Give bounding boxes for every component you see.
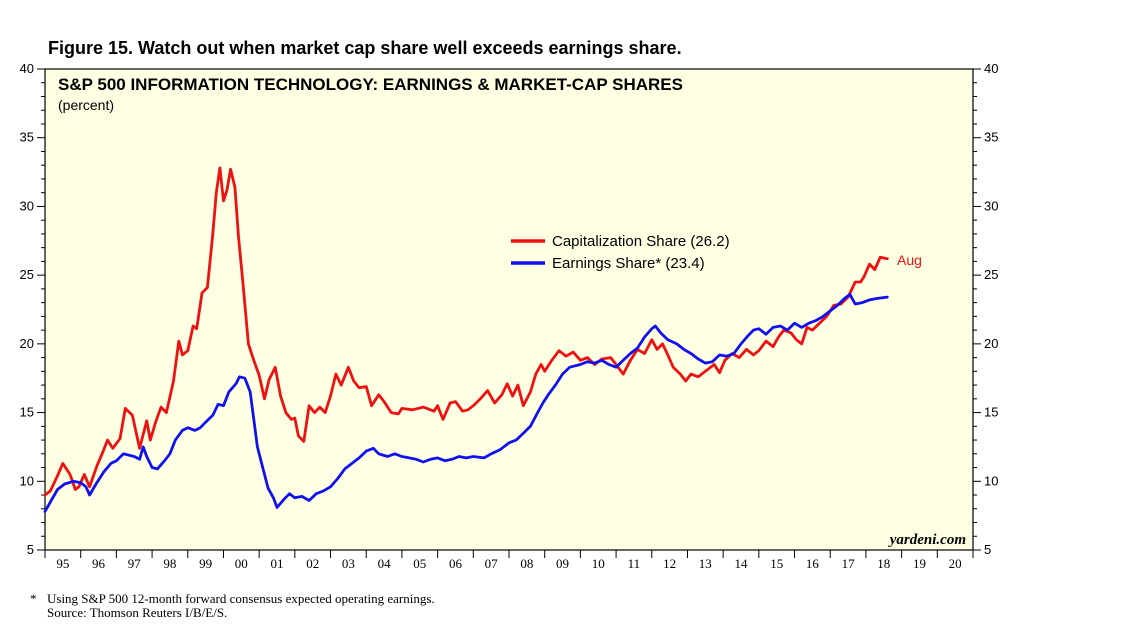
x-tick-label: 04 bbox=[378, 556, 392, 571]
y-tick-label-left: 30 bbox=[20, 198, 34, 213]
chart-title: S&P 500 INFORMATION TECHNOLOGY: EARNINGS… bbox=[58, 75, 683, 94]
x-tick-label: 15 bbox=[770, 556, 783, 571]
y-tick-label-right: 25 bbox=[984, 267, 998, 282]
footnote-text: Using S&P 500 12-month forward consensus… bbox=[47, 591, 435, 606]
x-tick-label: 12 bbox=[663, 556, 676, 571]
y-axis-right: 5 10 15 20 25 30 35 40 bbox=[973, 61, 998, 557]
series-line-capitalization-share bbox=[43, 166, 889, 497]
y-tick-label-left: 10 bbox=[20, 473, 34, 488]
y-tick-label-left: 25 bbox=[20, 267, 34, 282]
x-tick-label: 19 bbox=[913, 556, 926, 571]
end-label-aug: Aug bbox=[897, 252, 922, 268]
y-tick-label-left: 35 bbox=[20, 130, 34, 145]
chart-subtitle: (percent) bbox=[58, 97, 114, 113]
x-tick-label: 06 bbox=[449, 556, 463, 571]
y-tick-label-right: 10 bbox=[984, 473, 998, 488]
footnote: * Using S&P 500 12-month forward consensu… bbox=[30, 592, 435, 620]
x-tick-label: 99 bbox=[199, 556, 212, 571]
x-tick-label: 03 bbox=[342, 556, 355, 571]
x-tick-label: 05 bbox=[413, 556, 426, 571]
y-tick-label-right: 35 bbox=[984, 130, 998, 145]
y-tick-label-left: 40 bbox=[20, 61, 34, 76]
y-tick-label-right: 5 bbox=[984, 542, 991, 557]
x-tick-label: 14 bbox=[735, 556, 749, 571]
figure-title: Figure 15. Watch out when market cap sha… bbox=[48, 38, 682, 58]
footnote-line-2: Source: Thomson Reuters I/B/E/S. bbox=[30, 606, 435, 620]
y-tick-label-right: 30 bbox=[984, 198, 998, 213]
x-tick-label: 20 bbox=[949, 556, 962, 571]
footnote-line-1: * Using S&P 500 12-month forward consensu… bbox=[30, 592, 435, 606]
x-tick-label: 11 bbox=[628, 556, 641, 571]
y-axis-left: 5 10 15 20 25 30 35 40 bbox=[20, 61, 45, 557]
y-tick-label-right: 40 bbox=[984, 61, 998, 76]
x-tick-label: 00 bbox=[235, 556, 248, 571]
x-tick-label: 09 bbox=[556, 556, 569, 571]
x-tick-label: 97 bbox=[128, 556, 142, 571]
series-group bbox=[43, 166, 889, 513]
x-tick-label: 17 bbox=[842, 556, 856, 571]
legend-label-earnings: Earnings Share* (23.4) bbox=[552, 255, 705, 272]
y-tick-label-left: 5 bbox=[27, 542, 34, 557]
x-tick-label: 16 bbox=[806, 556, 820, 571]
y-tick-label-right: 15 bbox=[984, 405, 998, 420]
x-tick-label: 95 bbox=[56, 556, 69, 571]
x-tick-label: 96 bbox=[92, 556, 106, 571]
footnote-source: Source: Thomson Reuters I/B/E/S. bbox=[47, 605, 228, 620]
y-tick-label-left: 15 bbox=[20, 405, 34, 420]
x-tick-label: 08 bbox=[520, 556, 533, 571]
x-tick-label: 07 bbox=[485, 556, 499, 571]
legend: Capitalization Share (26.2) Earnings Sha… bbox=[511, 233, 730, 272]
chart-svg: 5 10 15 20 25 30 35 40 5 10 15 20 25 30 35 40 95 96 97 98… bbox=[20, 61, 999, 571]
x-tick-label: 18 bbox=[877, 556, 890, 571]
x-tick-label: 13 bbox=[699, 556, 712, 571]
x-tick-label: 01 bbox=[271, 556, 284, 571]
series-line-earnings-share bbox=[43, 293, 889, 513]
watermark: yardeni.com bbox=[888, 532, 966, 548]
x-axis: 95 96 97 98 99 00 01 02 03 04 05 06 07 08 09 10 11 12 13 14… bbox=[44, 550, 974, 571]
footnote-marker: * bbox=[30, 591, 37, 606]
y-tick-label-right: 20 bbox=[984, 336, 998, 351]
x-tick-label: 98 bbox=[163, 556, 176, 571]
x-tick-label: 02 bbox=[306, 556, 319, 571]
y-tick-label-left: 20 bbox=[20, 336, 34, 351]
legend-label-capitalization: Capitalization Share (26.2) bbox=[552, 233, 730, 250]
x-tick-label: 10 bbox=[592, 556, 605, 571]
